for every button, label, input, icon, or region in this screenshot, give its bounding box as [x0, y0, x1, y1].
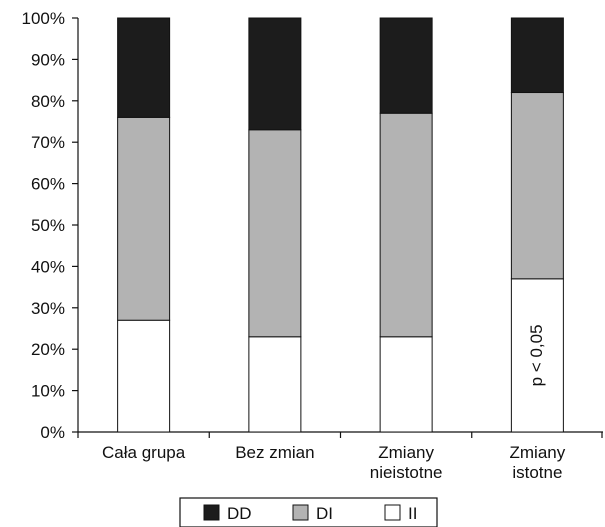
y-tick-label: 50%: [31, 216, 65, 235]
y-tick-label: 100%: [22, 9, 65, 28]
legend-swatch-dd: [203, 504, 220, 521]
bar-segment-dd: [379, 17, 433, 114]
legend-label-dd: DD: [227, 504, 252, 523]
y-axis: 0% 10% 20% 30% 40% 50% 60% 70% 80% 90% 100%: [22, 9, 79, 442]
bar-segment-di: [379, 112, 433, 338]
annotations: p < 0,05: [527, 324, 546, 386]
y-tick-label: 0%: [40, 423, 65, 442]
y-tick-label: 40%: [31, 257, 65, 276]
y-tick-label: 60%: [31, 175, 65, 194]
y-tick-label: 70%: [31, 133, 65, 152]
x-tick-label: Cała grupa: [102, 443, 186, 462]
y-tick-label: 30%: [31, 299, 65, 318]
bar-segment-ii: [117, 319, 171, 433]
bar-segment-dd: [510, 17, 564, 94]
legend-swatch-ii: [384, 504, 401, 521]
legend-swatch-di: [292, 504, 309, 521]
bar-segment-dd: [248, 17, 302, 131]
bar-segment-ii: [248, 336, 302, 433]
p-value-annotation: p < 0,05: [527, 324, 546, 386]
y-tick-label: 10%: [31, 382, 65, 401]
legend: DD DI II: [179, 497, 438, 527]
x-axis: Cała grupa Bez zmian Zmiany nieistotne Zmian…: [77, 431, 603, 482]
legend-label-ii: II: [408, 504, 417, 523]
y-tick-label: 90%: [31, 50, 65, 69]
y-tick-label: 20%: [31, 340, 65, 359]
bar-segment-di: [510, 92, 564, 280]
x-tick-label: Zmiany nieistotne: [370, 443, 443, 482]
legend-label-di: DI: [316, 504, 333, 523]
bar-segment-ii: [379, 336, 433, 433]
bar-segment-di: [117, 116, 171, 321]
y-tick-label: 80%: [31, 92, 65, 111]
bars: [117, 17, 564, 433]
x-tick-label: Bez zmian: [235, 443, 314, 462]
bar-segment-dd: [117, 17, 171, 118]
bar-segment-di: [248, 129, 302, 338]
x-tick-label: Zmiany istotne: [510, 443, 566, 482]
